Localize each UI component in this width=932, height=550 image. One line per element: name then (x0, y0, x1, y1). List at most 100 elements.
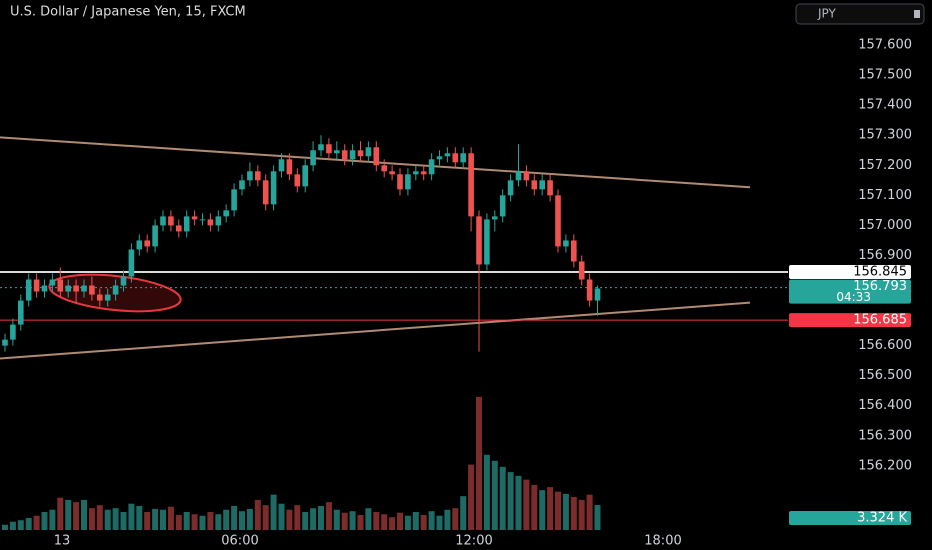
candle-body (262, 180, 269, 205)
candle-body (223, 210, 229, 217)
candle-body (294, 174, 301, 187)
volume-bar (412, 511, 419, 530)
volume-bar (420, 514, 427, 530)
volume-bar (325, 502, 332, 530)
volume-bar (507, 472, 514, 530)
y-tick-label: 157.000 (858, 218, 912, 233)
candle-body (515, 171, 522, 181)
y-tick-label: 157.300 (858, 128, 912, 143)
candle-body (128, 249, 135, 277)
level-label: 156.685 (853, 313, 907, 328)
volume-bar (199, 515, 206, 530)
chart-title: U.S. Dollar / Japanese Yen, 15, FXCM (10, 5, 246, 20)
candle-body (334, 150, 340, 154)
volume-bar (278, 503, 285, 530)
volume-bar (357, 514, 364, 530)
volume-bar (499, 466, 506, 530)
candle-body (507, 180, 514, 196)
volume-bar (223, 509, 230, 530)
volume-bar (144, 511, 151, 530)
candle-body (531, 180, 538, 190)
candle-body (152, 225, 158, 247)
candle-body (326, 144, 332, 154)
volume-label: 3.324 K (857, 511, 907, 526)
candle-body (428, 159, 435, 175)
volume-bar (586, 494, 593, 530)
candle-body (341, 150, 348, 160)
candle-body (41, 285, 48, 292)
candle-body (112, 285, 119, 295)
candle-body (444, 153, 451, 157)
candle-body (278, 159, 285, 172)
volume-bar (167, 506, 174, 530)
volume-bar (578, 499, 585, 530)
y-tick-label: 157.100 (858, 188, 912, 203)
candle-body (523, 171, 530, 181)
candle-body (231, 189, 237, 211)
volume-bar (547, 487, 554, 530)
candle-body (420, 171, 427, 175)
candle-body (349, 150, 356, 160)
volume-bar (397, 512, 403, 530)
candle-body (373, 147, 380, 166)
volume-bar (389, 517, 396, 530)
volume-bar (468, 464, 475, 530)
y-tick-label: 156.200 (858, 458, 912, 473)
currency-button[interactable]: JPY (795, 3, 925, 25)
candle-body (365, 147, 372, 157)
volume-bar (215, 514, 222, 530)
candle-body (81, 285, 87, 292)
level-label-box (789, 264, 911, 279)
volume-bar (436, 515, 443, 530)
candle-body (310, 150, 316, 166)
volume-bar (96, 505, 103, 530)
candle-body (452, 153, 459, 163)
volume-bar (460, 496, 467, 530)
candle-body (586, 279, 593, 301)
volume-bar (152, 508, 159, 530)
volume-bar (160, 509, 166, 530)
volume-bar (270, 494, 277, 530)
x-tick-label: 18:00 (644, 534, 681, 549)
y-tick-label: 156.900 (858, 248, 912, 263)
countdown-label: 04:33 (836, 290, 871, 304)
candle-body (405, 174, 411, 190)
trendline (0, 301, 751, 360)
candle-body (199, 219, 206, 221)
volume-bar (175, 514, 182, 530)
candle-body (539, 180, 545, 190)
volume-bar (515, 475, 522, 530)
volume-bar (88, 508, 95, 530)
currency-icon[interactable] (914, 10, 920, 18)
candle-body (247, 171, 253, 181)
volume-bar (65, 499, 72, 530)
volume-bar (476, 396, 482, 530)
volume-bar (302, 511, 309, 530)
volume-bar (9, 521, 16, 530)
y-tick-label: 156.400 (858, 398, 912, 413)
y-tick-label: 156.500 (858, 368, 912, 383)
candle-body (381, 165, 387, 172)
x-tick-label: 13 (54, 534, 71, 549)
volume-bar (349, 511, 356, 530)
candle-body (357, 150, 364, 157)
candle-body (73, 285, 79, 292)
currency-button-frame[interactable] (795, 3, 925, 25)
currency-label[interactable]: JPY (817, 7, 837, 21)
candle-body (18, 300, 24, 325)
volume-bar (365, 508, 372, 530)
candle-body (547, 180, 553, 196)
y-tick-label: 157.600 (858, 38, 912, 53)
candle-body (2, 339, 8, 346)
volume-bar (49, 509, 56, 530)
y-tick-label: 157.400 (858, 98, 912, 113)
volume-bar (128, 503, 135, 530)
candle-body (191, 216, 198, 220)
candle-body (499, 195, 506, 217)
candle-body (49, 279, 56, 286)
volume-bar (239, 511, 245, 530)
volume-bar (207, 511, 214, 530)
candle-body (571, 240, 577, 262)
x-tick-label: 06:00 (221, 534, 258, 549)
